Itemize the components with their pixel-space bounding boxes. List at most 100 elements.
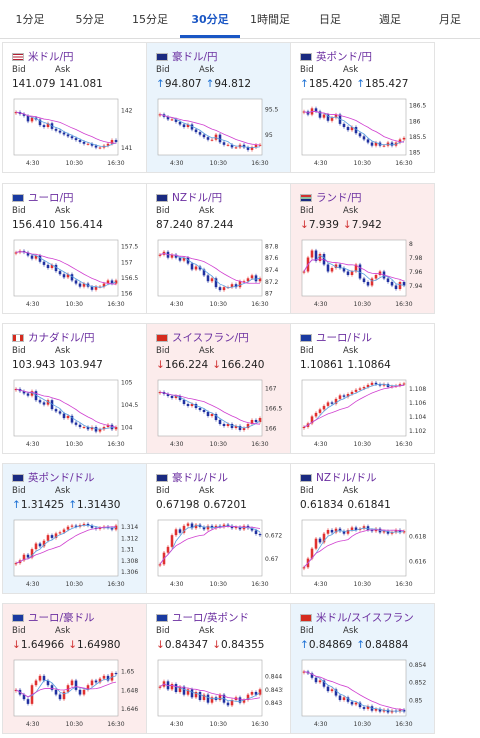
bid-ask-labels: Bid Ask [300, 65, 358, 75]
flag-nz-icon [156, 193, 168, 202]
candle [322, 254, 326, 265]
rate-card[interactable]: ユーロ/ドル Bid Ask 1.10861 1.10864 1.108 1.106 1.10… [290, 323, 435, 454]
tab-5[interactable]: 日足 [319, 13, 341, 26]
candle [66, 415, 70, 419]
arrow-down-icon: ↓ [300, 219, 309, 231]
pair-name[interactable]: ランド/円 [316, 192, 362, 204]
flag-eu-icon [12, 613, 24, 622]
price-chart[interactable]: 157.5 157 156.5 156 4:30 10:30 16:30 [12, 237, 139, 309]
tab-0[interactable]: 1分足 [15, 13, 45, 26]
price-chart[interactable]: 0.854 0.852 0.85 4:30 10:30 16:30 [300, 657, 427, 729]
tab-7[interactable]: 月足 [439, 13, 461, 26]
pair-name[interactable]: 英ポンド/円 [316, 51, 373, 63]
tab-6[interactable]: 週足 [379, 13, 401, 26]
pair-title[interactable]: ユーロ/円 [12, 190, 74, 205]
price-chart[interactable]: 95.5 95 4:30 10:30 16:30 [156, 96, 283, 168]
price-chart[interactable]: 8 7.98 7.96 7.94 4:30 10:30 16:30 [300, 237, 427, 309]
pair-name[interactable]: 米ドル/スイスフラン [316, 612, 414, 624]
y-tick-label: 1.648 [121, 687, 138, 694]
pair-name[interactable]: NZドル/円 [172, 192, 223, 204]
rate-card[interactable]: スイスフラン/円 Bid Ask ↓166.224 ↓166.240 167 166.5 16… [146, 323, 291, 454]
rate-card[interactable]: NZドル/ドル Bid Ask 0.61834 0.61841 0.618 0.616 4:3… [290, 463, 435, 594]
candle [186, 523, 190, 526]
price-chart[interactable]: 167 166.5 166 4:30 10:30 16:30 [156, 377, 283, 449]
price-chart[interactable]: 87.8 87.6 87.4 87.2 87 4:30 10:30 16:30 [156, 237, 283, 309]
rate-card[interactable]: 英ポンド/ドル Bid Ask ↑1.31425 ↑1.31430 1.314 1.312 1… [2, 463, 147, 594]
tab-3[interactable]: 30分足 [180, 0, 240, 38]
candle [14, 112, 18, 114]
pair-name[interactable]: ユーロ/円 [28, 192, 74, 204]
tabs-divider [0, 38, 480, 39]
pair-title[interactable]: スイスフラン/円 [156, 330, 249, 345]
candle [106, 675, 110, 681]
pair-title[interactable]: ユーロ/豪ドル [12, 610, 95, 625]
price-chart[interactable]: 186.5 186 185.5 185 4:30 10:30 16:30 [300, 96, 427, 168]
arrow-up-icon: ↑ [156, 78, 165, 90]
rate-card[interactable]: カナダドル/円 Bid Ask 103.943 103.947 105 104.5 104 4:… [2, 323, 147, 454]
y-tick-label: 87.8 [265, 243, 279, 250]
pair-name[interactable]: NZドル/ドル [316, 472, 377, 484]
price-chart[interactable]: 0.844 0.8435 0.843 4:30 10:30 16:30 [156, 657, 283, 729]
x-tick-label: 10:30 [210, 721, 227, 728]
bid-ask-values: 1.10861 1.10864 [300, 359, 391, 371]
candle [26, 699, 30, 704]
rate-card[interactable]: 豪ドル/円 Bid Ask ↑94.807 ↑94.812 95.5 95 4:30 10:30… [146, 42, 291, 173]
rate-card[interactable]: NZドル/円 Bid Ask 87.240 87.244 87.8 87.6 87.4 87.2… [146, 183, 291, 314]
pair-title[interactable]: ユーロ/英ポンド [156, 610, 249, 625]
price-chart[interactable]: 1.65 1.648 1.646 4:30 10:30 16:30 [12, 657, 139, 729]
rate-card[interactable]: 豪ドル/ドル Bid Ask 0.67198 0.67201 0.672 0.67 4:30 1… [146, 463, 291, 594]
pair-name[interactable]: スイスフラン/円 [172, 332, 249, 344]
candle [234, 147, 238, 149]
x-tick-label: 10:30 [66, 581, 83, 588]
rate-card[interactable]: 英ポンド/円 Bid Ask ↑185.420 ↑185.427 186.5 186 185.… [290, 42, 435, 173]
pair-title[interactable]: 米ドル/円 [12, 49, 74, 64]
pair-title[interactable]: 豪ドル/円 [156, 49, 218, 64]
tab-2[interactable]: 15分足 [132, 13, 168, 26]
pair-title[interactable]: 英ポンド/円 [300, 49, 372, 64]
rate-card[interactable]: 米ドル/スイスフラン Bid Ask ↑0.84869 ↑0.84884 0.854 0.8… [290, 603, 435, 734]
rate-card[interactable]: ユーロ/豪ドル Bid Ask ↓1.64966 ↓1.64980 1.65 1.648 1.… [2, 603, 147, 734]
pair-title[interactable]: NZドル/ドル [300, 470, 377, 485]
pair-name[interactable]: 米ドル/円 [28, 51, 74, 63]
pair-title[interactable]: 英ポンド/ドル [12, 470, 95, 485]
tab-4[interactable]: 1時間足 [250, 13, 290, 26]
pair-name[interactable]: 英ポンド/ドル [28, 472, 95, 484]
pair-name[interactable]: ユーロ/英ポンド [172, 612, 250, 624]
price-chart[interactable]: 105 104.5 104 4:30 10:30 16:30 [12, 377, 139, 449]
bid-label: Bid [300, 206, 314, 216]
price-chart[interactable]: 1.314 1.312 1.31 1.308 1.306 4:30 10:30 16:30 [12, 517, 139, 589]
candle [322, 680, 326, 687]
bid-ask-values: 0.67198 0.67201 [156, 499, 247, 511]
candle [94, 286, 98, 290]
rate-card[interactable]: ランド/円 Bid Ask ↓7.939 ↓7.942 8 7.98 7.96 7.94 4:30… [290, 183, 435, 314]
pair-title[interactable]: ランド/円 [300, 190, 362, 205]
rate-card[interactable]: 米ドル/円 Bid Ask 141.079 141.081 142 141 4:30 10:30… [2, 42, 147, 173]
candle [38, 400, 42, 403]
x-tick-label: 4:30 [26, 721, 40, 728]
plot-area [13, 519, 119, 577]
pair-title[interactable]: 豪ドル/ドル [156, 470, 228, 485]
pair-title[interactable]: ユーロ/ドル [300, 330, 372, 345]
price-chart[interactable]: 1.108 1.106 1.104 1.102 4:30 10:30 16:30 [300, 377, 427, 449]
candle [246, 278, 250, 282]
bid-value: 0.67198 [156, 499, 200, 511]
pair-name[interactable]: 豪ドル/ドル [172, 472, 229, 484]
x-tick-label: 16:30 [395, 441, 412, 448]
pair-name[interactable]: ユーロ/豪ドル [28, 612, 95, 624]
tab-1[interactable]: 5分足 [75, 13, 105, 26]
rate-card[interactable]: ユーロ/英ポンド Bid Ask ↓0.84347 ↓0.84355 0.844 0.843… [146, 603, 291, 734]
price-chart[interactable]: 142 141 4:30 10:30 16:30 [12, 96, 139, 168]
pair-name[interactable]: ユーロ/ドル [316, 332, 373, 344]
pair-title[interactable]: 米ドル/スイスフラン [300, 610, 414, 625]
price-chart[interactable]: 0.618 0.616 4:30 10:30 16:30 [300, 517, 427, 589]
candle [258, 534, 262, 536]
price-chart[interactable]: 0.672 0.67 4:30 10:30 16:30 [156, 517, 283, 589]
pair-title[interactable]: NZドル/円 [156, 190, 222, 205]
rate-card[interactable]: ユーロ/円 Bid Ask 156.410 156.414 157.5 157 156.5 15… [2, 183, 147, 314]
pair-name[interactable]: カナダドル/円 [28, 332, 95, 344]
y-tick-label: 105 [121, 380, 133, 387]
pair-title[interactable]: カナダドル/円 [12, 330, 95, 345]
y-tick-label: 1.31 [121, 547, 135, 554]
pair-name[interactable]: 豪ドル/円 [172, 51, 218, 63]
candle [70, 274, 74, 281]
